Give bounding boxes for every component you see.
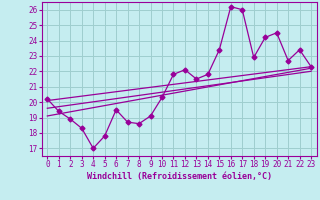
X-axis label: Windchill (Refroidissement éolien,°C): Windchill (Refroidissement éolien,°C) — [87, 172, 272, 181]
